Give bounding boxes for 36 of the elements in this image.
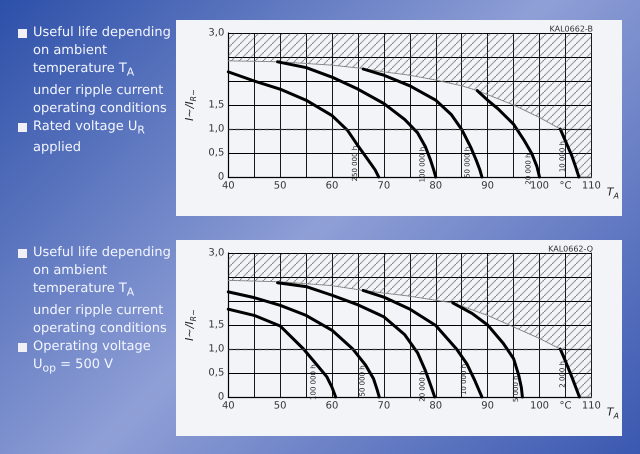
text: Rated voltage U$_{R}$ applied [33, 118, 145, 156]
x-tick-label: 70 [378, 400, 390, 412]
y-tick-label: 0 [218, 172, 224, 182]
x-tick-label: 50 [274, 400, 287, 412]
y-tick-label: 0,5 [208, 368, 224, 378]
x-tick-label: 110 [582, 180, 601, 192]
y-tick-label: 0,5 [208, 148, 224, 158]
y-tick-label: 1,0 [208, 124, 224, 134]
y-tick-label: 1,5 [208, 100, 224, 110]
y-axis-title: I~/IR~ [183, 309, 198, 341]
y-axis-title: I~/IR~ [183, 89, 198, 121]
x-tick-label: 60 [326, 180, 338, 192]
y-tick-label: 1,5 [208, 320, 224, 330]
x-tick-label: 100 [530, 400, 550, 412]
text: Useful life depending on ambient temperature T$_{A}$ under ripple current operating conditions [33, 24, 172, 118]
chart-subtitle: KAL0662-Q [548, 244, 594, 254]
x-tick-label: 40 [222, 400, 235, 412]
y-tick-label: 0 [218, 392, 224, 402]
x-tick-label: °C [559, 180, 572, 192]
y-tick-label: 3,0 [208, 28, 224, 38]
text: Operating voltage U$_{op}$ = 500 V [33, 338, 152, 376]
y-tick-label: 3,0 [208, 248, 224, 258]
text: Useful life depending on ambient temperature T$_{A}$ under ripple current operating conditions [33, 244, 172, 338]
x-tick-label: 90 [481, 180, 494, 192]
x-tick-label: 90 [481, 400, 494, 412]
x-tick-label: 50 [274, 180, 287, 192]
chart-subtitle: KAL0662-B [550, 24, 593, 34]
x-tick-label: 60 [326, 400, 338, 412]
x-tick-label: 40 [222, 180, 235, 192]
x-tick-label: 100 [530, 180, 550, 192]
x-tick-label: 110 [582, 400, 601, 412]
y-tick-label: 1,0 [208, 344, 224, 354]
x-tick-label: °C [559, 400, 572, 412]
x-tick-label: 80 [429, 180, 442, 192]
x-tick-label: 70 [378, 180, 390, 192]
x-tick-label: 80 [429, 400, 442, 412]
